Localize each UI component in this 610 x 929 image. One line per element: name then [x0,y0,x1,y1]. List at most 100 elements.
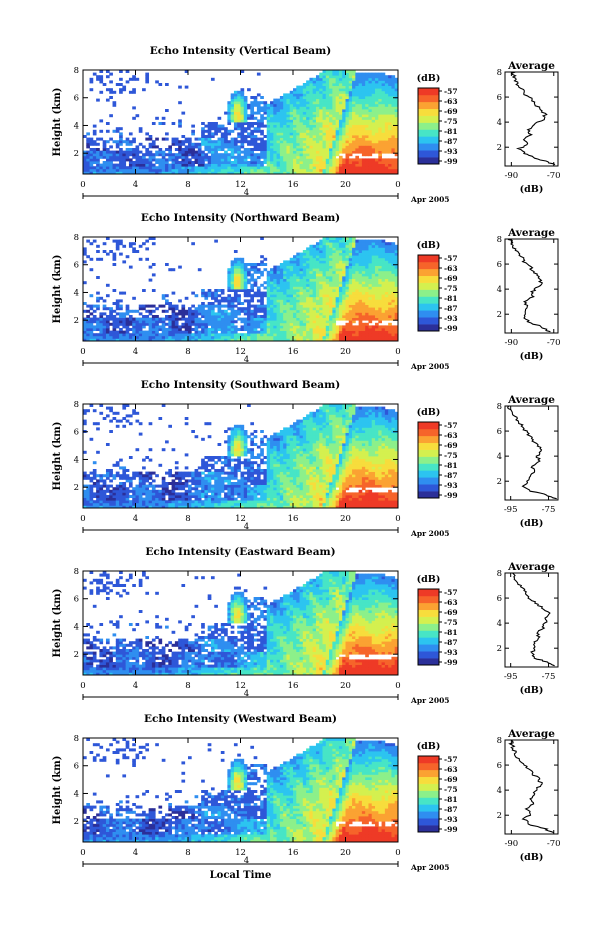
heatmap-cell [361,333,366,337]
heatmap-cell [345,286,350,290]
heatmap-cell [283,114,287,118]
heatmap-cell [315,116,320,120]
heatmap-cell [361,281,366,285]
heatmap-cell [89,489,94,493]
heatmap-cell [306,142,310,146]
heatmap-cell [329,302,333,305]
heatmap-cell [273,106,277,110]
heatmap-cell [266,317,271,321]
heatmap-cell [240,96,245,99]
heatmap-cell [138,158,143,162]
heatmap-cell [105,75,110,79]
heatmap-cell [86,489,90,493]
heatmap-cell [342,161,346,164]
heatmap-cell [158,122,163,125]
heatmap-cell [289,273,294,277]
heatmap-cell [201,155,205,159]
heatmap-cell [381,299,386,303]
heatmap-cell [384,135,389,138]
heatmap-cell [247,135,251,138]
heatmap-cell [230,140,235,144]
heatmap-cell [102,304,107,308]
heatmap-cell [315,255,320,259]
heatmap-cell [266,153,271,157]
heatmap-cell [174,161,179,164]
heatmap-cell [375,72,379,76]
heatmap-cell [329,145,333,149]
heatmap-cell [329,296,333,300]
heatmap-cell [158,161,163,164]
heatmap-cell [135,338,140,342]
heatmap-cell [293,155,297,159]
heatmap-cell [178,101,182,105]
heatmap-cell [338,171,343,175]
heatmap-cell [309,98,314,102]
heatmap-cell [260,309,264,313]
heatmap-cell [329,328,333,331]
heatmap-cell [105,171,110,175]
heatmap-cell [92,148,97,151]
heatmap-cell [263,257,268,261]
x-tick-label: 0 [80,347,85,357]
heatmap-cell [266,148,271,151]
heatmap-cell [112,302,117,305]
heatmap-cell [365,260,369,264]
heatmap-cell [345,83,350,86]
heatmap-cell [335,278,340,282]
heatmap-cell [237,132,241,136]
heatmap-cell [283,109,287,112]
heatmap-cell [132,90,136,94]
heatmap-cell [220,148,225,151]
heatmap-cell [165,333,169,337]
heatmap-cell [260,273,264,277]
heatmap-cell [217,304,222,308]
heatmap-cell [184,70,189,73]
heatmap-cell [332,158,337,162]
heatmap-cell [338,70,343,73]
heatmap-cell [89,479,94,483]
heatmap-cell [204,155,209,159]
heatmap-cell [348,153,353,157]
heatmap-cell [115,312,120,316]
heatmap-cell [178,166,182,170]
heatmap-cell [368,302,373,305]
heatmap-cell [207,155,212,159]
heatmap-cell [368,265,373,269]
heatmap-cell [348,317,353,321]
heatmap-cell [115,168,120,172]
heatmap-cell [315,286,320,290]
heatmap-cell [260,140,264,144]
heatmap-cell [99,137,104,141]
heatmap-cell [283,171,287,175]
heatmap-cell [240,166,245,170]
heatmap-cell [207,291,212,295]
heatmap-cell [306,171,310,175]
heatmap-cell [286,322,291,326]
heatmap-cell [119,83,123,86]
heatmap-cell [220,171,225,175]
heatmap-cell [214,140,218,144]
heatmap-cell [371,296,376,300]
heatmap-cell [365,80,369,84]
heatmap-cell [253,338,258,342]
heatmap-cell [86,315,90,318]
heatmap-cell [375,127,379,131]
heatmap-cell [83,409,87,413]
heatmap-cell [315,93,320,97]
heatmap-cell [302,161,307,164]
heatmap-cell [312,142,317,146]
heatmap-cell [171,330,176,334]
heatmap-cell [253,98,258,102]
heatmap-cell [378,317,382,321]
heatmap-cell [312,96,317,99]
heatmap-cell [345,325,350,329]
heatmap-cell [279,283,284,287]
heatmap-cell [207,158,212,162]
heatmap-cell [322,90,327,94]
heatmap-cell [237,109,241,112]
heatmap-cell [237,286,241,290]
heatmap-cell [99,150,104,154]
heatmap-cell [99,168,104,172]
heatmap-cell [210,315,215,318]
heatmap-cell [220,135,225,138]
